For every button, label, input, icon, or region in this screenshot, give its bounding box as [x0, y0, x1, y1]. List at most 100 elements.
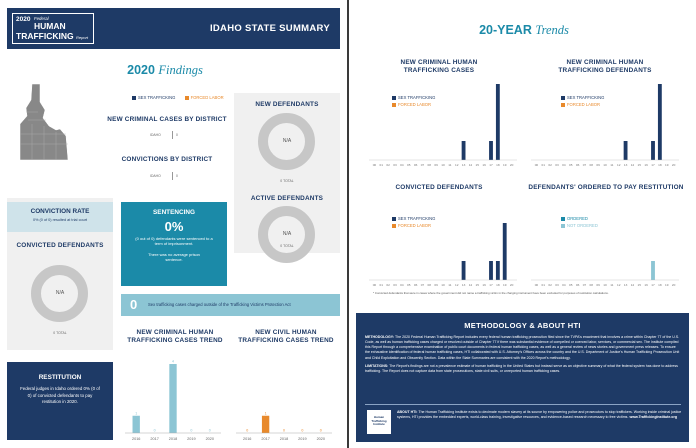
trend-cases-title: NEW CRIMINAL HUMAN TRAFFICKING CASES	[369, 59, 509, 75]
convicted-legend: SEX TRAFFICKING FORCED LABOR	[392, 215, 435, 229]
bar	[132, 415, 140, 433]
active-defendants-center: N/A	[282, 231, 292, 237]
x-tick-label: 18	[496, 163, 500, 167]
x-tick-label: 16	[644, 163, 648, 167]
x-tick-label: 13	[624, 163, 628, 167]
civil-trend-chart: 0 2016 1 2017 0 2018 0 2019 0 2020	[236, 411, 332, 441]
conviction-rate-title: CONVICTION RATE	[30, 208, 90, 215]
x-tick-label: 16	[644, 283, 648, 287]
trend-cases-title-2: TRAFFICKING CASES	[403, 67, 475, 74]
x-tick-label: 15	[476, 283, 480, 287]
about-text: The Human Trafficking Institute exists t…	[397, 410, 682, 420]
x-tick-label: 2019	[298, 437, 306, 441]
methodology-divider	[365, 404, 681, 405]
x-tick-label: 2017	[261, 437, 269, 441]
bar	[489, 141, 493, 160]
x-tick-label: 00	[373, 283, 377, 287]
x-tick-label: 08	[590, 163, 594, 167]
outside-tvpa-text: Sex trafficking cases charged outside of…	[148, 302, 291, 307]
x-tick-label: 2017	[150, 437, 158, 441]
x-tick-label: 12	[617, 283, 621, 287]
x-tick-label: 11	[610, 163, 613, 167]
hti-logo: Human Trafficking Institute	[367, 410, 391, 434]
hti-logo-line2: Trafficking	[371, 418, 387, 423]
x-tick-label: 2019	[187, 437, 195, 441]
x-tick-label: 14	[631, 163, 635, 167]
cases-legend-sex: SEX TRAFFICKING	[398, 95, 436, 100]
bar	[657, 84, 662, 160]
x-tick-label: 10	[441, 283, 445, 287]
x-tick-label: 2020	[317, 437, 325, 441]
defendants-legend-forced: FORCED LABOR	[567, 102, 601, 107]
hti-website-link[interactable]: www.TraffickingInstitute.org	[629, 415, 678, 420]
x-tick-label: 00	[535, 163, 539, 167]
x-tick-label: 02	[386, 163, 390, 167]
bar-value-label: 0	[301, 429, 303, 433]
x-tick-label: 16	[482, 163, 486, 167]
x-tick-label: 10	[603, 283, 607, 287]
x-tick-label: 01	[542, 283, 546, 287]
x-tick-label: 04	[562, 283, 566, 287]
defendants-legend: SEX TRAFFICKING FORCED LABOR	[561, 94, 604, 108]
bar-value-label: 0	[190, 429, 192, 433]
convicted-defendants-center: N/A	[55, 290, 65, 296]
x-tick-label: 19	[503, 283, 507, 287]
trend-restitution-chart: 00 01 02 03 04 05 06 07 08 09 10 11 12 13 14 15 16 17 18 19…	[531, 261, 679, 287]
x-tick-label: 20	[510, 163, 514, 167]
x-tick-label: 17	[489, 283, 493, 287]
state-summary-title: IDAHO STATE SUMMARY	[209, 23, 330, 34]
bar	[651, 141, 655, 160]
x-tick-label: 01	[380, 163, 384, 167]
report-logo: 2020 Federal HUMAN TRAFFICKING Report	[12, 13, 94, 44]
legend-forced-label: FORCED LABOR	[190, 95, 224, 100]
bar-value-label: 1	[265, 411, 267, 415]
trends-year: 20-YEAR	[479, 23, 532, 37]
trends-footnote: * Convicted defendants that were in case…	[373, 291, 609, 295]
logo-line2: TRAFFICKING	[16, 31, 74, 41]
trend-defendants-chart: 00 01 02 03 04 05 06 07 08 09 10 11 12 13 14 15 16 17 18 19…	[531, 84, 679, 167]
civil-trend-title-2: TRAFFICKING CASES TREND	[238, 337, 334, 344]
x-tick-label: 15	[476, 163, 480, 167]
new-cases-district: IDAHO	[150, 133, 161, 137]
limitations-text: The Report's findings are not a prevalen…	[365, 363, 678, 373]
conviction-rate-text: 0% (0 of 0) resulted at trial court	[32, 218, 88, 222]
bar-value-label: 0	[283, 429, 285, 433]
trend-cases-chart: 00 01 02 03 04 05 06 07 08 09 10 11 12 13 14 15 16 17 18 19…	[369, 84, 517, 167]
x-tick-label: 15	[638, 283, 642, 287]
x-tick-label: 20	[510, 283, 514, 287]
x-tick-label: 08	[428, 283, 432, 287]
x-tick-label: 19	[503, 163, 507, 167]
restitution-text: Federal judges in Idaho ordered 0% (0 of…	[20, 386, 100, 405]
bar	[623, 141, 628, 160]
defendants-legend-sex-swatch	[561, 95, 565, 100]
x-tick-label: 02	[548, 163, 552, 167]
sentencing-text: (0 out of 0) defendants were sentenced t…	[135, 236, 213, 247]
restitution-legend-ordered: ORDERED	[567, 216, 588, 221]
criminal-trend-title-1: NEW CRIMINAL HUMAN	[136, 329, 214, 336]
restitution-panel: RESTITUTION Federal judges in Idaho orde…	[7, 362, 113, 440]
sentencing-value: 0%	[164, 219, 184, 234]
x-tick-label: 06	[576, 283, 580, 287]
trends-word: Trends	[535, 23, 569, 37]
x-tick-label: 09	[596, 163, 600, 167]
restitution-legend-not: NOT ORDERED	[567, 223, 598, 228]
x-tick-label: 17	[489, 163, 493, 167]
conviction-rate-header: CONVICTION RATE 0% (0 of 0) resulted at …	[7, 202, 113, 232]
sentencing-title: SENTENCING	[153, 209, 195, 216]
cases-legend: SEX TRAFFICKING FORCED LABOR	[392, 94, 435, 108]
x-tick-label: 04	[400, 163, 404, 167]
x-tick-label: 03	[393, 163, 397, 167]
x-tick-label: 15	[638, 163, 642, 167]
x-tick-label: 02	[548, 283, 552, 287]
logo-year: 2020	[16, 16, 31, 23]
x-tick-label: 08	[590, 283, 594, 287]
bar-value-label: 1	[135, 411, 137, 415]
cases-legend-forced: FORCED LABOR	[398, 102, 432, 107]
bar	[169, 364, 177, 433]
outside-tvpa-value: 0	[130, 297, 138, 312]
x-tick-label: 05	[569, 283, 573, 287]
active-defendants-total: 0 TOTAL	[280, 244, 294, 248]
defendants-legend-forced-swatch	[561, 102, 565, 107]
trend-convicted-title: CONVICTED DEFENDANTS	[395, 184, 483, 191]
x-tick-label: 11	[448, 283, 451, 287]
